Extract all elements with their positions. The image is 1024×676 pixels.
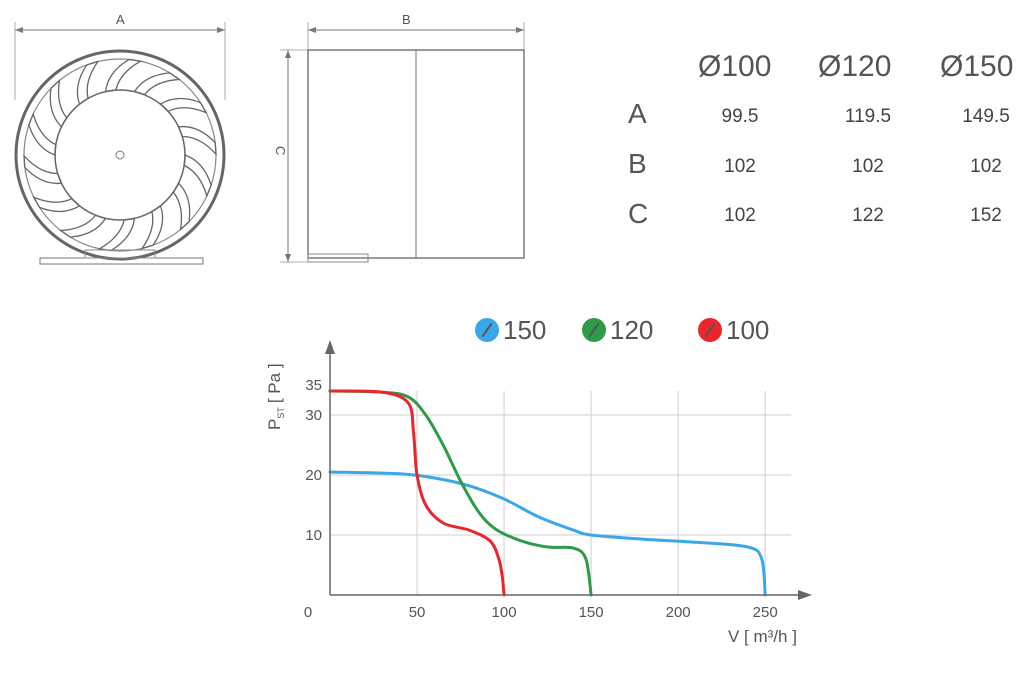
fan-blade bbox=[140, 204, 164, 250]
column-header-150: Ø150 bbox=[940, 50, 1014, 83]
y-axis-title-sub: ST bbox=[276, 407, 286, 419]
fan-blade bbox=[159, 97, 208, 114]
legend-swatch-150 bbox=[475, 318, 499, 342]
cell-b-150: 102 bbox=[970, 156, 1002, 177]
y-tick-label: 20 bbox=[305, 467, 322, 484]
cell-a-100: 99.5 bbox=[721, 106, 759, 127]
dim-a-label: A bbox=[116, 12, 125, 27]
cell-c-150: 152 bbox=[970, 205, 1002, 226]
series-line-100 bbox=[328, 389, 506, 597]
cell-c-100: 102 bbox=[724, 205, 756, 226]
fan-blade bbox=[49, 78, 68, 128]
legend-swatch-120 bbox=[582, 318, 606, 342]
fan-blade bbox=[183, 154, 212, 198]
fan-blade bbox=[23, 154, 63, 185]
y-axis-title: PST [ Pa ] bbox=[265, 363, 286, 430]
cell-a-150: 149.5 bbox=[962, 106, 1010, 127]
fan-blade bbox=[133, 72, 182, 96]
fan-blade bbox=[28, 112, 57, 156]
legend-swatch-100 bbox=[698, 318, 722, 342]
row-label-a: A bbox=[628, 98, 647, 129]
cell-b-120: 102 bbox=[852, 156, 884, 177]
fan-blade bbox=[177, 125, 217, 156]
y-tick-label: 35 bbox=[305, 377, 322, 394]
legend-label-120: 120 bbox=[610, 314, 654, 345]
dim-b-label: B bbox=[402, 12, 411, 27]
series-line-150 bbox=[328, 470, 767, 597]
chart-legend: 150 120 100 bbox=[470, 312, 810, 348]
y-tick-label: 30 bbox=[305, 407, 322, 424]
legend-item-100: 100 bbox=[698, 312, 769, 348]
cell-a-120: 119.5 bbox=[844, 106, 892, 127]
side-view-drawing: B C bbox=[273, 12, 525, 263]
row-label-c: C bbox=[628, 198, 649, 229]
x-tick-label: 200 bbox=[666, 604, 691, 621]
cell-c-120: 122 bbox=[852, 205, 884, 226]
y-axis-arrow bbox=[325, 340, 335, 354]
row-label-b: B bbox=[628, 148, 647, 179]
dimension-table: Ø100 Ø120 Ø150 A 99.5 119.5 149.5 B 102 … bbox=[620, 50, 1020, 240]
x-tick-label: 150 bbox=[579, 604, 604, 621]
pressure-flow-chart: 0 50 100 150 200 250 10 20 30 35 V [ m³/h ] PST [ … bbox=[265, 340, 812, 646]
svg-text:PST[ Pa ]: PST [ Pa ] bbox=[265, 363, 286, 430]
legend-label-150: 150 bbox=[503, 314, 547, 345]
fan-blade bbox=[76, 60, 100, 106]
legend-item-150: 150 bbox=[475, 312, 546, 348]
dim-c-label: C bbox=[273, 146, 288, 155]
fan-blade bbox=[172, 182, 191, 232]
column-header-120: Ø120 bbox=[818, 50, 892, 83]
column-header-100: Ø100 bbox=[698, 50, 772, 83]
y-axis-title-symbol: P bbox=[265, 419, 284, 430]
fan-blade bbox=[97, 217, 136, 252]
x-tick-label: 100 bbox=[492, 604, 517, 621]
x-axis-title: V [ m³/h ] bbox=[728, 627, 797, 646]
legend-item-120: 120 bbox=[582, 312, 653, 348]
fan-blade bbox=[104, 58, 143, 93]
x-tick-label: 50 bbox=[409, 604, 426, 621]
fan-blade bbox=[32, 196, 81, 213]
fan-blade bbox=[58, 214, 107, 238]
series-line-120 bbox=[328, 389, 593, 597]
legend-label-100: 100 bbox=[726, 314, 770, 345]
x-tick-label: 250 bbox=[753, 604, 778, 621]
front-view-drawing: A bbox=[14, 12, 226, 265]
x-axis-arrow bbox=[798, 590, 812, 600]
cell-b-100: 102 bbox=[724, 156, 756, 177]
y-axis-title-unit: [ Pa ] bbox=[265, 363, 284, 403]
y-tick-label: 10 bbox=[305, 527, 322, 544]
x-tick-label: 0 bbox=[304, 604, 312, 621]
